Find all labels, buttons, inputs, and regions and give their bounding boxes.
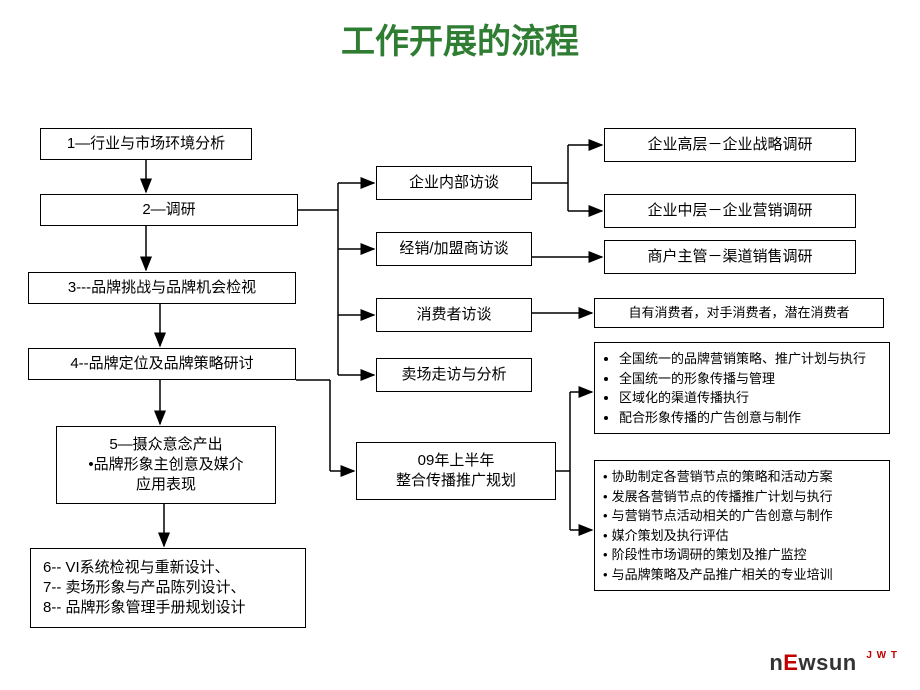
node-interview-consumer: 消费者访谈	[376, 298, 532, 332]
node-h1-plan: 09年上半年 整合传播推广规划	[356, 442, 556, 500]
bullet-item: 配合形象传播的广告创意与制作	[619, 408, 881, 428]
bullet-item: 区域化的渠道传播执行	[619, 388, 881, 408]
bullet-item: 与营销节点活动相关的广告创意与制作	[603, 506, 881, 526]
bullet-item: 协助制定各营销节点的策略和活动方案	[603, 467, 881, 487]
node-step-2: 2—调研	[40, 194, 298, 226]
node-step-1: 1—行业与市场环境分析	[40, 128, 252, 160]
node-consumer-types: 自有消费者，对手消费者，潜在消费者	[594, 298, 884, 328]
step7-line: 7-- 卖场形象与产品陈列设计、	[43, 578, 246, 598]
logo-accent: E	[783, 650, 798, 675]
node-channel-research: 商户主管－渠道销售调研	[604, 240, 856, 274]
step8-line: 8-- 品牌形象管理手册规划设计	[43, 598, 246, 618]
logo-post: wsun	[798, 650, 856, 675]
node-step-3: 3---品牌挑战与品牌机会检视	[28, 272, 296, 304]
bullets-top-list: 全国统一的品牌营销策略、推广计划与执行全国统一的形象传播与管理区域化的渠道传播执…	[603, 349, 881, 427]
footer-logo: nEwsun J W T	[769, 650, 898, 676]
plan-line2: 整合传播推广规划	[396, 471, 516, 491]
node-steps-6-8: 6-- VI系统检视与重新设计、 7-- 卖场形象与产品陈列设计、 8-- 品牌…	[30, 548, 306, 628]
step6-line: 6-- VI系统检视与重新设计、	[43, 558, 230, 578]
step5-line3: 应用表现	[136, 475, 196, 495]
node-store-visit: 卖场走访与分析	[376, 358, 532, 392]
step5-line2: •品牌形象主创意及媒介	[88, 455, 243, 475]
node-exec-research: 企业高层－企业战略调研	[604, 128, 856, 162]
bullets-national-plan: 全国统一的品牌营销策略、推广计划与执行全国统一的形象传播与管理区域化的渠道传播执…	[594, 342, 890, 434]
bullets-support-plan: 协助制定各营销节点的策略和活动方案发展各营销节点的传播推广计划与执行与营销节点活…	[594, 460, 890, 591]
logo-superscript: J W T	[866, 650, 898, 661]
bullet-item: 全国统一的品牌营销策略、推广计划与执行	[619, 349, 881, 369]
plan-line1: 09年上半年	[418, 451, 495, 471]
bullet-item: 全国统一的形象传播与管理	[619, 369, 881, 389]
node-step-5: 5—摄众意念产出 •品牌形象主创意及媒介 应用表现	[56, 426, 276, 504]
node-interview-internal: 企业内部访谈	[376, 166, 532, 200]
bullets-bottom-list: 协助制定各营销节点的策略和活动方案发展各营销节点的传播推广计划与执行与营销节点活…	[603, 467, 881, 584]
bullet-item: 与品牌策略及产品推广相关的专业培训	[603, 565, 881, 585]
bullet-item: 媒介策划及执行评估	[603, 526, 881, 546]
node-step-4: 4--品牌定位及品牌策略研讨	[28, 348, 296, 380]
node-interview-dealer: 经销/加盟商访谈	[376, 232, 532, 266]
logo-pre: n	[769, 650, 783, 675]
flowchart-canvas: 1—行业与市场环境分析 2—调研 3---品牌挑战与品牌机会检视 4--品牌定位…	[0, 0, 920, 690]
node-marketing-research: 企业中层－企业营销调研	[604, 194, 856, 228]
bullet-item: 阶段性市场调研的策划及推广监控	[603, 545, 881, 565]
logo-brand: nEwsun	[769, 650, 863, 675]
bullet-item: 发展各营销节点的传播推广计划与执行	[603, 487, 881, 507]
step5-line1: 5—摄众意念产出	[109, 435, 222, 455]
